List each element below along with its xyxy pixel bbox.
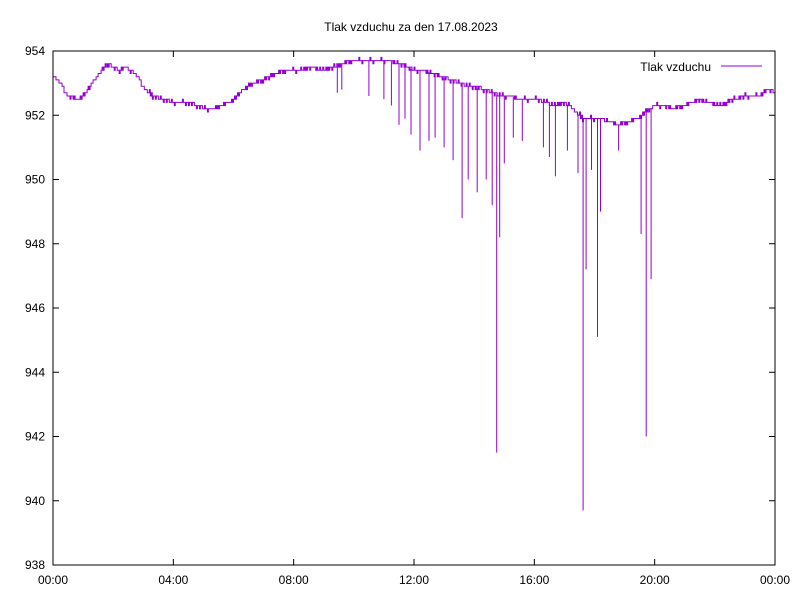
x-tick-label: 00:00	[38, 573, 68, 587]
chart-title: Tlak vzduchu za den 17.08.2023	[324, 20, 498, 34]
y-tick-label: 948	[25, 237, 45, 251]
x-axis: 00:00 04:00 08:00 12:00 16:00 20:00 00:00	[38, 51, 790, 587]
legend-label: Tlak vzduchu	[640, 60, 711, 74]
y-tick-label: 940	[25, 494, 45, 508]
plot-background	[53, 51, 775, 565]
x-tick-label: 00:00	[760, 573, 790, 587]
plot-frame	[52, 50, 776, 566]
y-axis: 938 940 942 944 946 948 950 952 954	[25, 44, 775, 572]
y-tick-label: 942	[25, 430, 45, 444]
y-tick-label: 944	[25, 365, 45, 379]
y-tick-label: 952	[25, 108, 45, 122]
series-layer	[53, 56, 775, 511]
y-tick-label: 950	[25, 173, 45, 187]
x-tick-label: 20:00	[640, 573, 670, 587]
x-tick-label: 04:00	[158, 573, 188, 587]
y-tick-label: 946	[25, 301, 45, 315]
y-tick-label: 954	[25, 44, 45, 58]
x-tick-label: 08:00	[279, 573, 309, 587]
y-tick-label: 938	[25, 558, 45, 572]
series-line-tlak-vzduchu	[53, 56, 775, 126]
x-tick-label: 16:00	[519, 573, 549, 587]
legend: Tlak vzduchu	[640, 60, 762, 74]
x-tick-label: 12:00	[399, 573, 429, 587]
